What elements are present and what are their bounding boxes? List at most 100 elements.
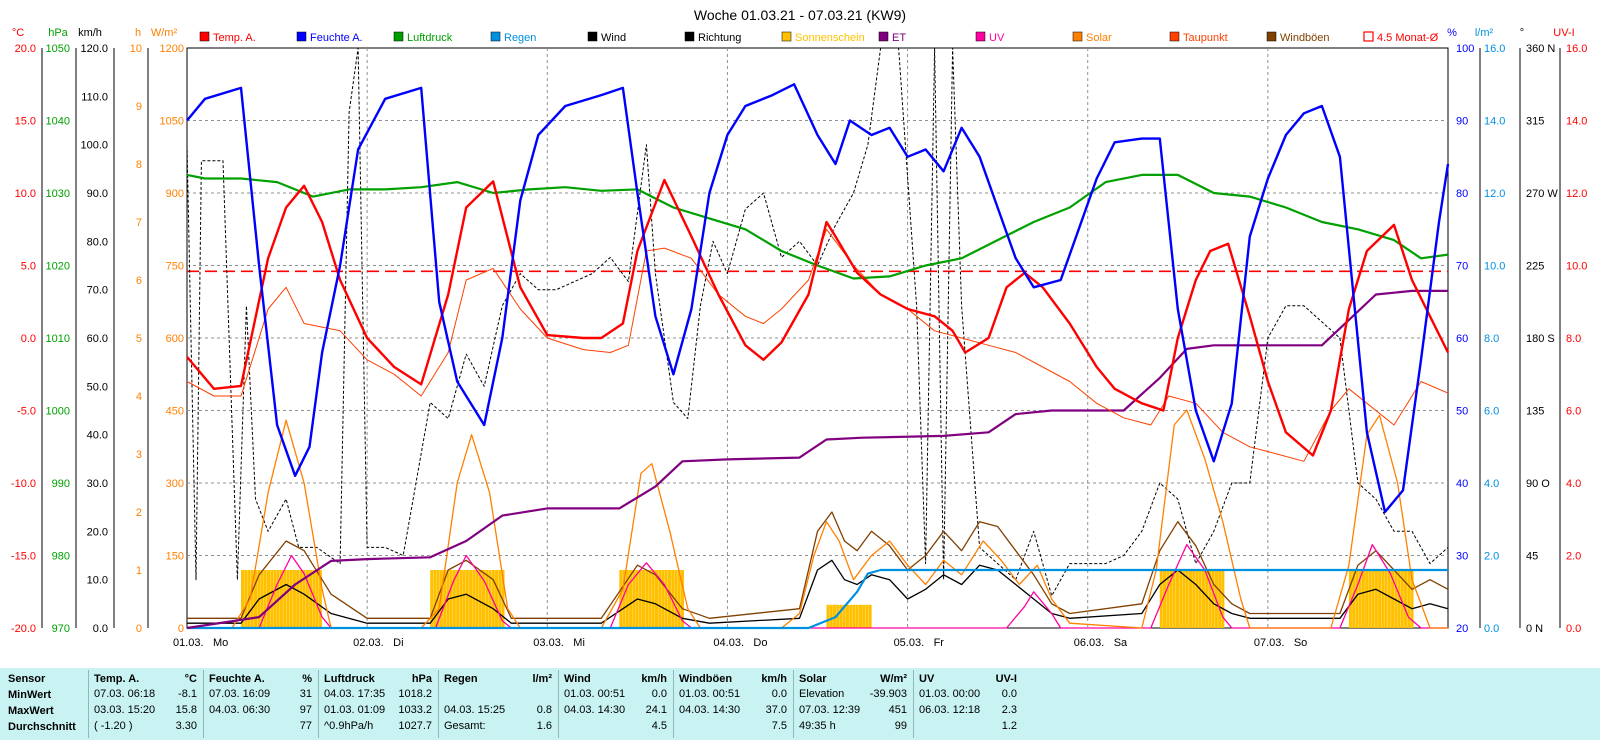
sunshine-bar: [1391, 570, 1395, 628]
stats-column-header: Wind: [564, 673, 591, 685]
sunshine-bar: [1365, 570, 1369, 628]
axis-unit-label: UV-I: [1553, 27, 1574, 39]
axis-unit-label: W/m²: [151, 27, 178, 39]
axis-unit-label: °: [1520, 27, 1524, 39]
legend-swatch: [1266, 31, 1277, 42]
stats-separator: [203, 670, 204, 738]
sunshine-bar: [642, 570, 646, 628]
series-line-windb-en: [187, 511, 1449, 619]
sunshine-bar: [283, 570, 287, 628]
sunshine-bar: [1407, 570, 1411, 628]
axis-tick-label: 750: [166, 261, 184, 273]
sunshine-bar: [436, 570, 440, 628]
legend-label: Sonnenschein: [795, 32, 865, 44]
statistics-panel: Sensor MinWert MaxWert Durchschnitt Temp. A.…: [0, 668, 1600, 740]
sunshine-bar: [855, 604, 859, 628]
axis-tick-label: 3: [136, 449, 142, 461]
axis-tick-label: 1: [136, 565, 142, 577]
sunshine-bar: [491, 570, 495, 628]
stats-cell-time: 04.03. 06:30: [209, 704, 271, 716]
legend-label: Richtung: [698, 32, 741, 44]
sunshine-bar: [318, 570, 322, 628]
sunshine-bar: [279, 570, 283, 628]
legend-entry: Richtung: [684, 31, 741, 44]
sunshine-bar: [674, 570, 678, 628]
sunshine-bar: [488, 570, 492, 628]
stats-column: Wind km/h 01.03. 00:51 0.0 04.03. 14:30 24.1 4…: [560, 668, 673, 740]
sunshine-bar: [299, 570, 303, 628]
axis-tick-label: 980: [52, 551, 70, 563]
legend-swatch: [199, 31, 210, 42]
sunshine-bar: [1172, 570, 1176, 628]
sunshine-bar: [1179, 570, 1183, 628]
legend-entry: Temp. A.: [199, 31, 256, 44]
axis-tick-label: 20.0: [15, 43, 36, 55]
series-line-richtung: [186, 47, 1449, 597]
sunshine-bar: [302, 570, 306, 628]
stats-column-header: Temp. A.: [94, 673, 140, 685]
axis-tick-label: 4.0: [1484, 478, 1499, 490]
sunshine-bar: [482, 570, 486, 628]
axis-tick-label: 45: [1526, 551, 1538, 563]
axis-tick-label: 16.0: [1566, 43, 1587, 55]
sunshine-bar: [1374, 570, 1378, 628]
axis-tick-label: 900: [166, 188, 184, 200]
day-date-label: 03.03.: [533, 637, 564, 649]
axis-tick-label: 16.0: [1484, 43, 1505, 55]
axis-tick-label: -20.0: [11, 623, 36, 635]
stats-cell-value: 451: [888, 704, 907, 716]
sunshine-bar: [244, 570, 248, 628]
stats-column-header: Luftdruck: [324, 673, 375, 685]
stats-cell-value: 1.2: [1001, 720, 1017, 732]
stats-cell-value: 97: [299, 704, 312, 716]
stats-column: Solar W/m² Elevation -39.903 07.03. 12:39 451…: [795, 668, 913, 740]
sunshine-bar: [1205, 570, 1209, 628]
legend-label: Feuchte A.: [310, 32, 363, 44]
day-name-label: Mo: [213, 637, 228, 649]
sunshine-bar: [629, 570, 633, 628]
stats-cell-value: -39.903: [869, 688, 907, 700]
axis-tick-label: 20: [1456, 623, 1468, 635]
stats-separator: [558, 670, 559, 738]
stats-cell-time: 07.03. 12:39: [799, 704, 861, 716]
axis-tick-label: 315: [1526, 116, 1544, 128]
sunshine-bar: [465, 570, 469, 628]
axis-tick-label: 1050: [46, 43, 70, 55]
axis-tick-label: 225: [1526, 261, 1544, 273]
stats-cell-value: 1018.2: [398, 688, 432, 700]
axis-tick-label: 360 N: [1526, 43, 1555, 55]
axis-tick-label: 150: [166, 551, 184, 563]
sunshine-bars: [241, 570, 1414, 628]
stats-cell-value: 0.0: [1001, 688, 1017, 700]
legend-label: 4.5 Monat-Ø: [1377, 32, 1439, 44]
axis-tick-label: 2.0: [1566, 551, 1581, 563]
sunshine-bar: [1355, 570, 1359, 628]
stats-cell-time: 03.03. 15:20: [94, 704, 156, 716]
day-date-label: 07.03.: [1254, 637, 1285, 649]
plot-area: [186, 47, 1450, 630]
axis-tick-label: 4: [136, 391, 142, 403]
axis-tick-label: 5: [136, 333, 142, 345]
sunshine-bar: [836, 604, 840, 628]
stats-column-header: UV: [919, 673, 935, 685]
legend-swatch: [781, 31, 792, 42]
axis-tick-label: 50.0: [87, 381, 108, 393]
sunshine-bar: [439, 570, 443, 628]
sunshine-bar: [1378, 570, 1382, 628]
axis-tick-label: 6.0: [1484, 406, 1499, 418]
axis-tick-label: 90 O: [1526, 478, 1550, 490]
axis-tick-label: 100.0: [80, 140, 108, 152]
axis-tick-label: 270 W: [1526, 188, 1558, 200]
sunshine-bar: [829, 604, 833, 628]
axis-tick-label: 180 S: [1526, 333, 1555, 345]
legend-label: Regen: [504, 32, 536, 44]
sunshine-bar: [1182, 570, 1186, 628]
stats-column: Windböen km/h 01.03. 00:51 0.0 04.03. 14:30 3…: [675, 668, 793, 740]
sunshine-bar: [263, 570, 267, 628]
stats-column: UV UV-I 01.03. 00:00 0.0 06.03. 12:18 2.3 1.2: [915, 668, 1023, 740]
stats-column: Temp. A. °C 07.03. 06:18 -8.1 03.03. 15:20 15…: [90, 668, 203, 740]
sunshine-bar: [1195, 570, 1199, 628]
stats-column-unit: l/m²: [532, 673, 552, 685]
legend-entry: Feuchte A.: [296, 31, 363, 44]
stats-column-header: Windböen: [679, 673, 733, 685]
